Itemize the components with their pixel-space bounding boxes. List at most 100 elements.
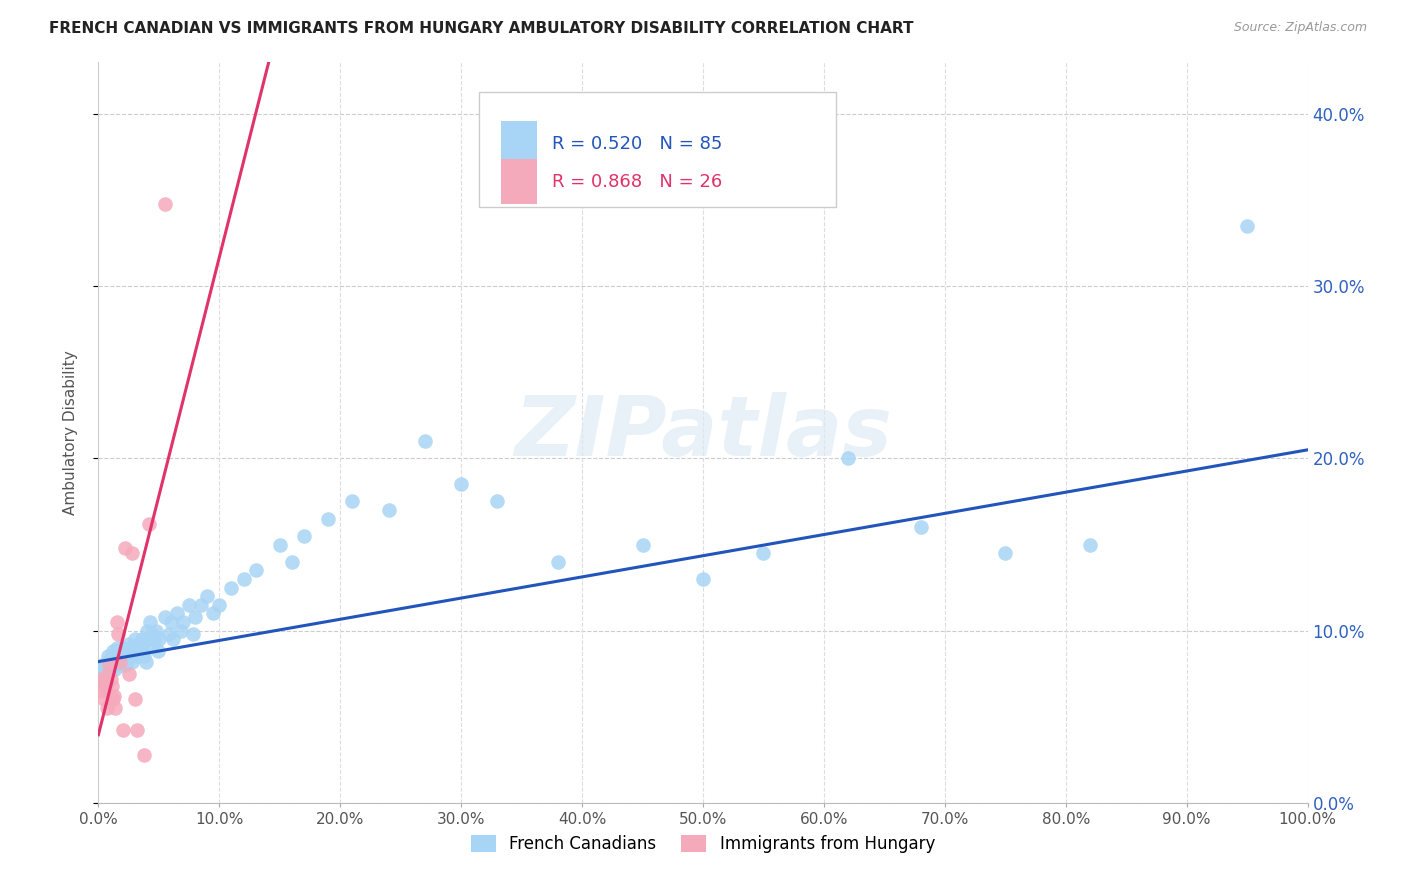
Text: R = 0.520   N = 85: R = 0.520 N = 85 <box>551 135 723 153</box>
Point <box>100 655 122 669</box>
Point <box>96 655 118 669</box>
Point <box>146 644 169 658</box>
Point <box>89 666 111 681</box>
Point <box>114 658 136 673</box>
Point <box>98 658 121 673</box>
Point <box>127 644 149 658</box>
Point <box>104 701 127 715</box>
Point <box>269 537 291 551</box>
Point <box>107 644 129 658</box>
Point <box>118 637 141 651</box>
Point <box>94 679 117 693</box>
Point <box>90 672 112 686</box>
Point <box>157 627 180 641</box>
Point <box>143 632 166 647</box>
Point <box>994 546 1017 560</box>
Point <box>115 644 138 658</box>
Point <box>97 666 120 681</box>
Point <box>547 555 569 569</box>
Point <box>837 451 859 466</box>
Point <box>93 692 115 706</box>
FancyBboxPatch shape <box>479 92 837 207</box>
Point <box>292 529 315 543</box>
Point <box>281 555 304 569</box>
Point <box>245 563 267 577</box>
Point <box>124 632 146 647</box>
Point <box>160 615 183 629</box>
Point <box>127 649 149 664</box>
Point <box>413 434 436 449</box>
Point <box>169 624 191 638</box>
Point <box>132 644 155 658</box>
Point <box>131 632 153 647</box>
Point <box>202 607 225 621</box>
Point <box>172 615 194 629</box>
Point <box>91 684 114 698</box>
Point <box>166 607 188 621</box>
Point <box>91 666 114 681</box>
Point <box>118 644 141 658</box>
Point <box>100 649 122 664</box>
Point <box>114 541 136 555</box>
Point <box>125 640 148 655</box>
Point <box>107 627 129 641</box>
Legend: French Canadians, Immigrants from Hungary: French Canadians, Immigrants from Hungar… <box>463 826 943 861</box>
Point <box>910 520 932 534</box>
Point <box>195 589 218 603</box>
Point <box>105 649 128 664</box>
Point <box>181 627 204 641</box>
Point <box>221 581 243 595</box>
Point <box>134 747 156 762</box>
Point <box>110 658 132 673</box>
Point <box>90 661 112 675</box>
FancyBboxPatch shape <box>501 160 537 203</box>
Point <box>94 661 117 675</box>
Point <box>96 701 118 715</box>
Point <box>121 640 143 655</box>
Point <box>101 644 124 658</box>
Point <box>120 649 142 664</box>
Point <box>91 675 114 690</box>
Point <box>752 546 775 560</box>
Point <box>105 640 128 655</box>
Text: R = 0.868   N = 26: R = 0.868 N = 26 <box>551 172 723 191</box>
FancyBboxPatch shape <box>501 121 537 166</box>
Point <box>179 598 201 612</box>
Point <box>105 615 128 629</box>
Point <box>153 610 176 624</box>
Point <box>111 640 134 655</box>
Point <box>100 672 122 686</box>
Point <box>89 679 111 693</box>
Point <box>129 640 152 655</box>
Point <box>128 637 150 651</box>
Point <box>97 649 120 664</box>
Point <box>486 494 509 508</box>
Y-axis label: Ambulatory Disability: Ambulatory Disability <box>63 351 77 515</box>
Point <box>98 658 121 673</box>
Point <box>91 658 114 673</box>
Point <box>93 658 115 673</box>
Point <box>104 661 127 675</box>
Point <box>153 196 176 211</box>
Point <box>100 679 122 693</box>
Point <box>148 632 170 647</box>
Point <box>127 723 149 738</box>
Point <box>108 649 131 664</box>
Point <box>135 624 157 638</box>
Point <box>135 655 157 669</box>
Text: FRENCH CANADIAN VS IMMIGRANTS FROM HUNGARY AMBULATORY DISABILITY CORRELATION CHA: FRENCH CANADIAN VS IMMIGRANTS FROM HUNGA… <box>49 21 914 36</box>
Point <box>232 572 254 586</box>
Point <box>100 661 122 675</box>
Point <box>139 615 162 629</box>
Point <box>117 655 139 669</box>
Text: ZIPatlas: ZIPatlas <box>515 392 891 473</box>
Point <box>124 692 146 706</box>
Text: Source: ZipAtlas.com: Source: ZipAtlas.com <box>1233 21 1367 34</box>
Point <box>190 598 212 612</box>
Point <box>108 655 131 669</box>
Point <box>121 655 143 669</box>
Point <box>162 632 184 647</box>
Point <box>450 477 472 491</box>
Point <box>112 649 135 664</box>
Point <box>377 503 399 517</box>
